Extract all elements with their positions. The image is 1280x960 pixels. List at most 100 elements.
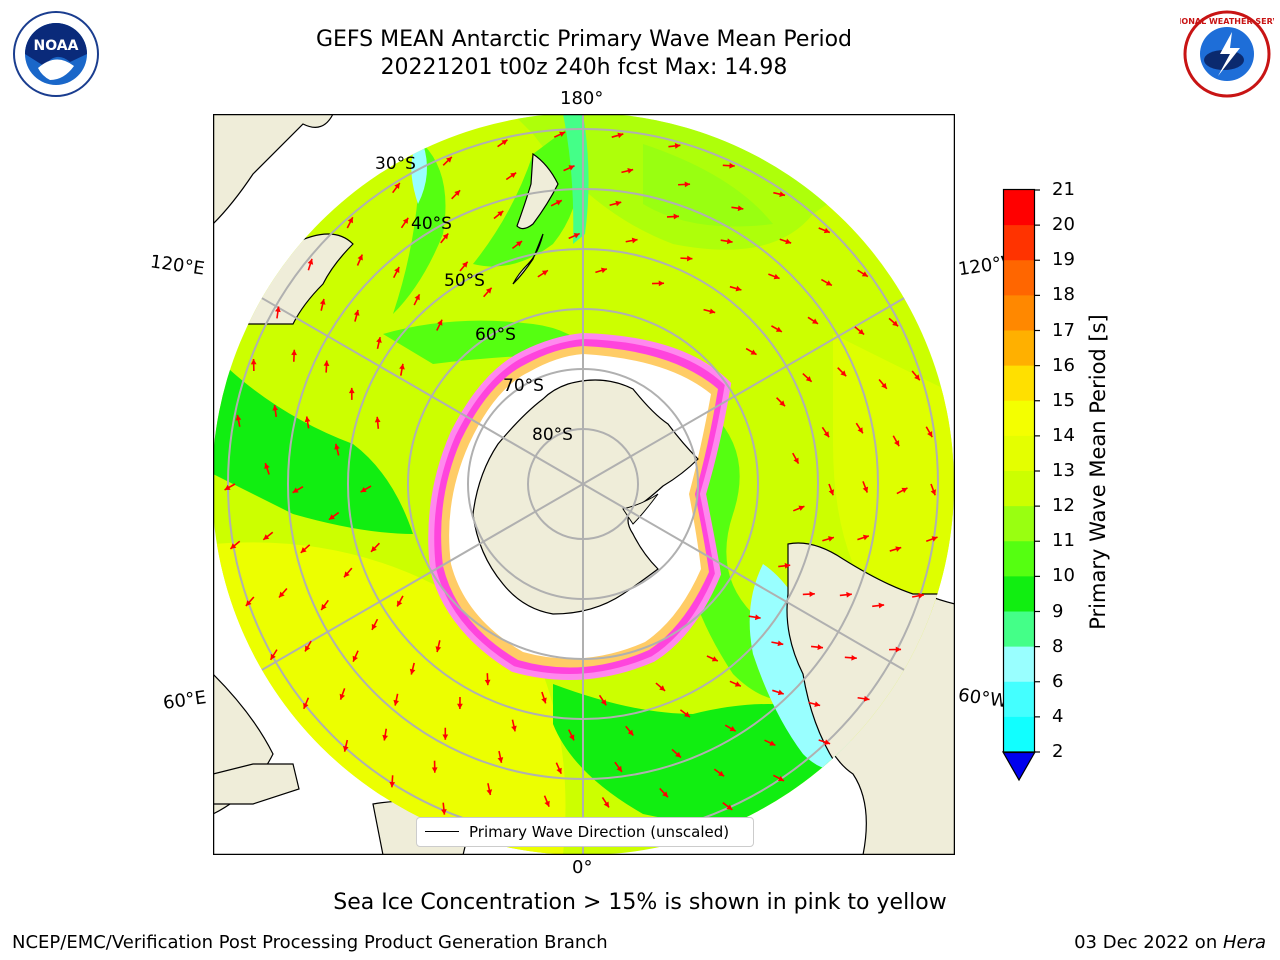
colorbar-tick-label: 19 xyxy=(1052,249,1075,271)
wave-arrow xyxy=(441,802,447,815)
wave-arrow xyxy=(768,273,780,280)
wave-arrow xyxy=(666,213,680,220)
colorbar-swatch xyxy=(1004,576,1034,612)
chart-subtitle: 20221201 t00z 240h fcst Max: 14.98 xyxy=(380,55,788,80)
map-frame xyxy=(213,114,955,855)
wave-arrow xyxy=(680,255,693,262)
wave-arrow xyxy=(729,680,742,687)
wave-arrow xyxy=(872,602,885,609)
wave-arrow xyxy=(729,285,742,292)
wave-arrow xyxy=(484,673,491,686)
wave-arrow xyxy=(376,336,382,349)
lon-label-0: 0° xyxy=(572,857,593,878)
wave-arrow xyxy=(537,269,549,278)
wave-arrow xyxy=(771,325,783,333)
wave-arrow xyxy=(731,205,744,212)
wave-arrow xyxy=(497,139,508,148)
colorbar-swatch xyxy=(1004,330,1034,367)
colorbar-swatch xyxy=(1004,260,1034,296)
wave-arrow xyxy=(272,404,279,418)
footer-date-text: 03 Dec 2022 on xyxy=(1074,932,1223,953)
wave-arrow xyxy=(440,233,449,244)
wave-arrow xyxy=(343,567,353,578)
wave-arrow xyxy=(808,701,821,707)
wave-arrow xyxy=(328,511,340,521)
wave-arrow xyxy=(459,261,469,272)
wave-arrow xyxy=(511,719,517,732)
wave-arrow xyxy=(320,599,329,611)
wave-arrow xyxy=(925,426,933,438)
wave-arrow xyxy=(442,727,449,740)
wave-arrow xyxy=(807,316,819,325)
wave-arrow xyxy=(442,156,453,166)
colorbar-extend-arrow xyxy=(1001,751,1037,782)
antarctica-land xyxy=(472,379,699,615)
wave-arrow xyxy=(659,787,669,798)
wave-arrow xyxy=(745,347,757,356)
noaa-logo: NOAA xyxy=(13,11,99,97)
wave-arrow xyxy=(435,640,442,653)
wave-arrow xyxy=(679,709,691,718)
colorbar-swatch xyxy=(1004,541,1034,577)
wave-arrow xyxy=(802,373,813,383)
wave-arrow xyxy=(748,614,761,621)
wave-arrow xyxy=(304,416,311,429)
wave-arrow xyxy=(264,462,270,475)
wave-arrow xyxy=(541,691,547,704)
wave-arrow xyxy=(722,802,733,811)
wave-arrow xyxy=(269,649,278,661)
wave-arrow xyxy=(724,724,737,732)
colorbar-swatch xyxy=(1004,506,1034,542)
colorbar-tick-label: 4 xyxy=(1052,705,1064,727)
wave-arrow xyxy=(393,693,400,706)
wave-arrow xyxy=(278,587,288,599)
lat-label-50: 50°S xyxy=(444,271,485,291)
wave-arrow xyxy=(779,238,792,245)
colorbar-tick-label: 16 xyxy=(1052,354,1075,376)
wave-arrow xyxy=(550,199,563,207)
wave-arrow xyxy=(810,644,824,651)
footer-host: Hera xyxy=(1222,932,1266,953)
colorbar-tick-label: 10 xyxy=(1052,565,1075,587)
wave-arrow xyxy=(889,546,902,552)
wave-arrow xyxy=(319,298,326,311)
lat-label-80: 80°S xyxy=(532,425,573,445)
wave-arrow xyxy=(764,739,776,747)
lat-label-40: 40°S xyxy=(411,214,452,234)
wave-arrow xyxy=(486,783,493,796)
wave-arrow xyxy=(374,416,381,429)
colorbar-tick-label: 14 xyxy=(1052,424,1075,446)
wave-arrow xyxy=(371,618,379,631)
wave-arrow xyxy=(399,363,405,376)
wave-arrow xyxy=(563,164,575,172)
wave-arrow xyxy=(353,309,360,322)
wave-arrow xyxy=(896,487,908,495)
wave-arrow xyxy=(292,485,304,494)
nws-logo-text: NATIONAL WEATHER SERVICE xyxy=(1180,17,1274,26)
lat-labels: 30°S 40°S 50°S 60°S 70°S 80°S xyxy=(375,154,573,445)
wave-arrow xyxy=(668,143,681,149)
wave-arrow xyxy=(342,739,349,752)
colorbar-tick-label: 17 xyxy=(1052,319,1075,341)
legend-label: Primary Wave Direction (unscaled) xyxy=(469,823,730,841)
wave-arrow xyxy=(722,162,735,169)
wave-arrow xyxy=(655,682,666,692)
wave-arrow xyxy=(235,414,242,427)
wave-arrow xyxy=(457,697,463,710)
wave-arrow xyxy=(392,182,401,194)
wave-arrow xyxy=(413,293,421,306)
wave-arrow xyxy=(601,796,610,808)
colorbar-swatch xyxy=(1004,225,1034,261)
wave-arrow xyxy=(346,216,354,229)
wave-arrow xyxy=(854,326,865,336)
colorbar-swatch xyxy=(1004,400,1034,437)
colorbar-tick-label: 6 xyxy=(1052,670,1064,692)
wave-arrow xyxy=(511,240,523,249)
wave-arrow xyxy=(555,762,562,775)
wave-arrow xyxy=(334,443,340,456)
noaa-logo-text: NOAA xyxy=(34,38,79,54)
chart-title: GEFS MEAN Antarctic Primary Wave Mean Pe… xyxy=(315,27,853,52)
wave-arrow xyxy=(888,317,899,327)
wave-arrow xyxy=(820,278,833,287)
wave-arrow xyxy=(828,483,835,496)
